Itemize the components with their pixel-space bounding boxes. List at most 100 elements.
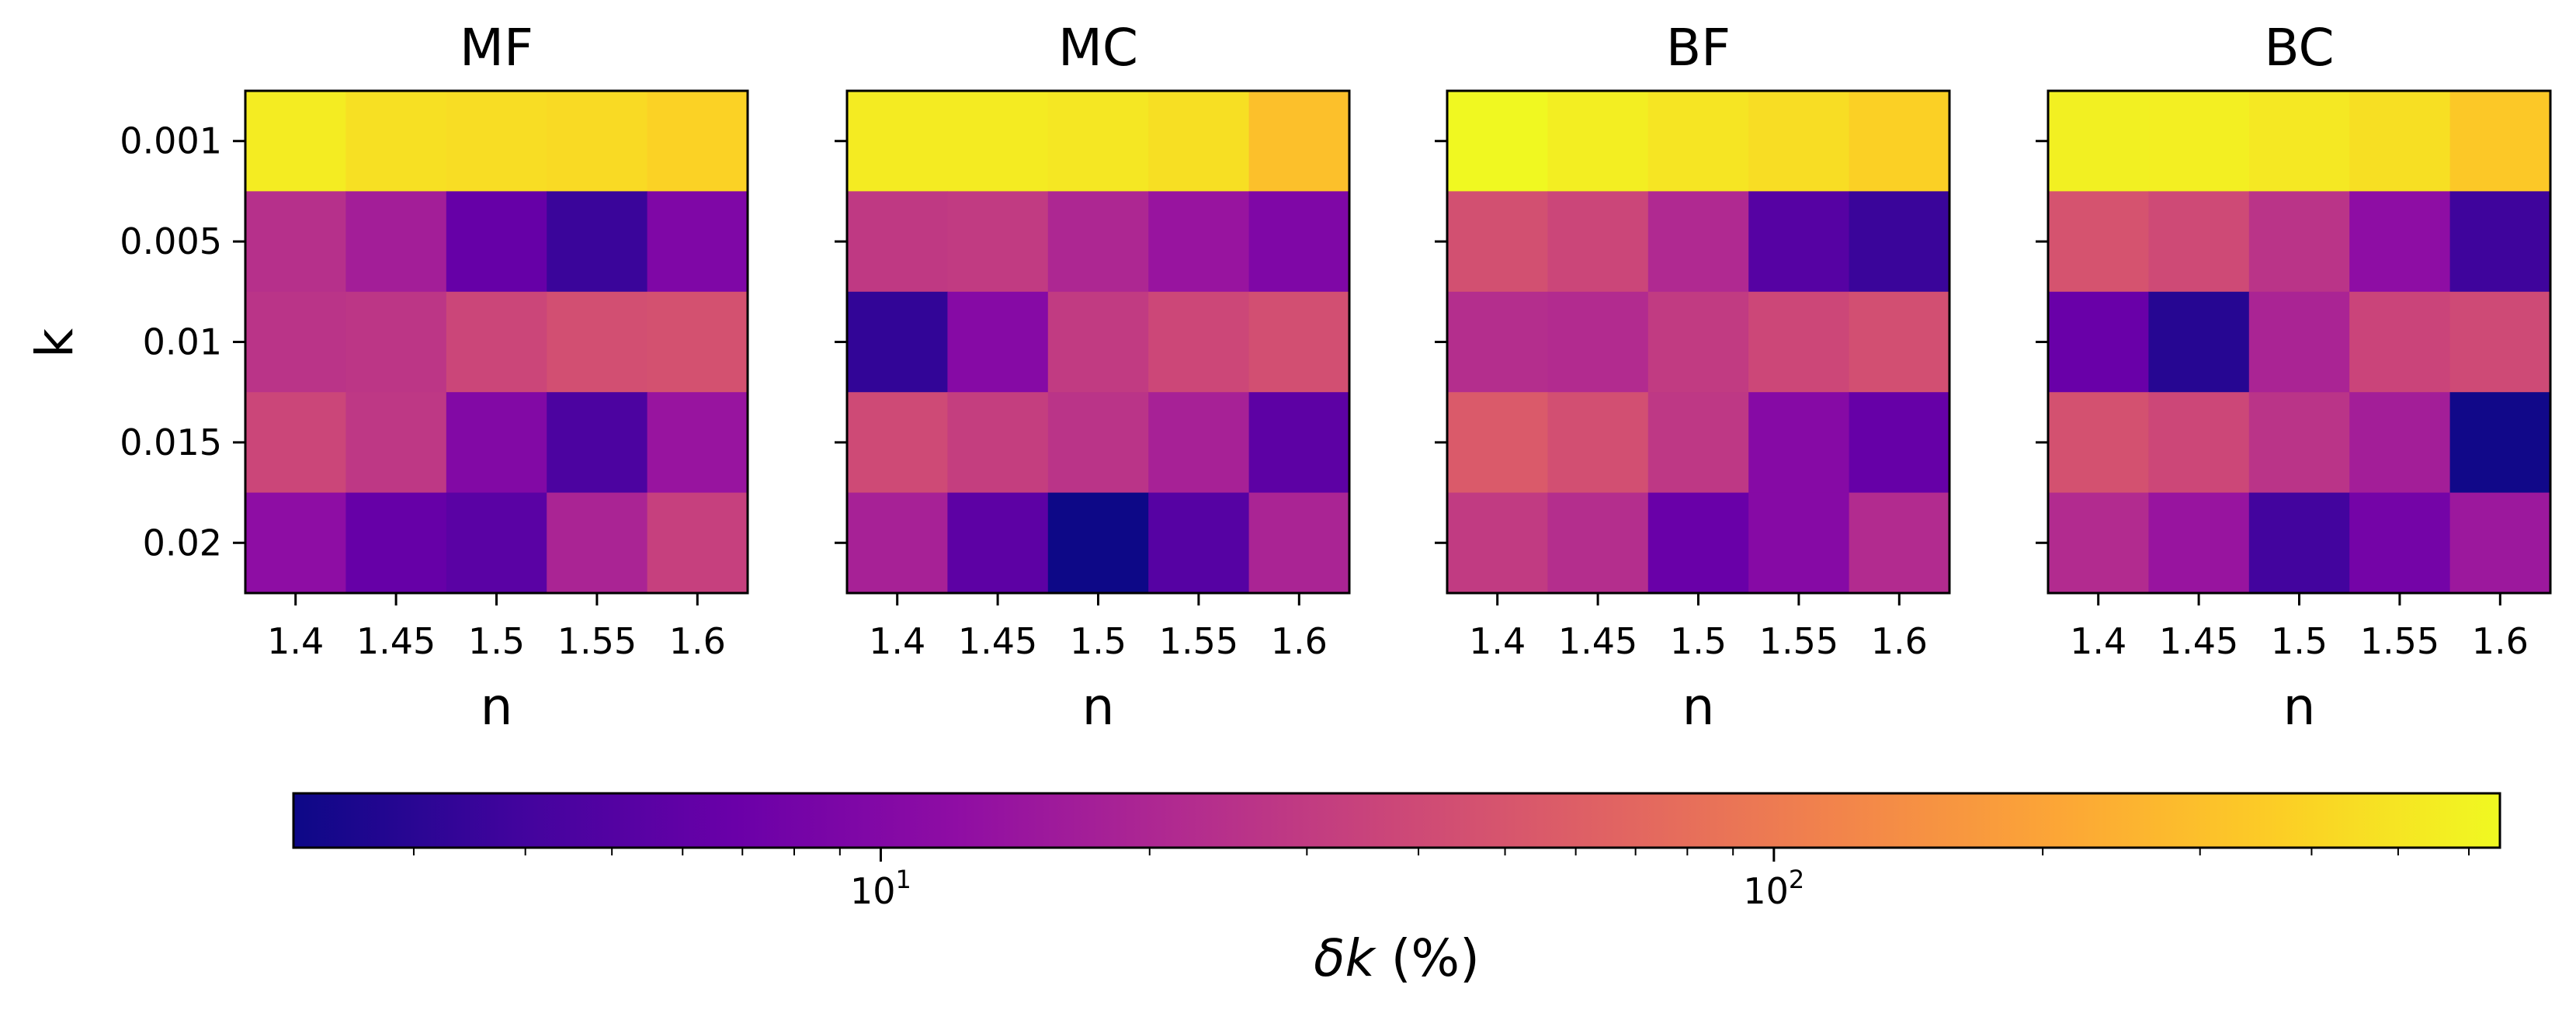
heatmap-cell-mc-r2-c0 <box>847 291 948 393</box>
heatmap-cell-mc-r1-c3 <box>1148 191 1250 293</box>
heatmap-cell-bc-r3-c1 <box>2148 392 2250 494</box>
heatmap-cell-bf-r2-c1 <box>1547 291 1649 393</box>
heatmap-cell-mc-r2-c3 <box>1148 291 1250 393</box>
panel-bc: BC 1.4 1.45 1.5 1.55 1.6 n <box>2036 18 2552 737</box>
colorbar: 101 102 δk (%) <box>292 792 2501 988</box>
x-axis-label-mf: n <box>481 677 513 737</box>
heatmap-cell-mf-r3-c3 <box>547 392 648 494</box>
heatmap-cell-bf-r1-c0 <box>1447 191 1548 293</box>
heatmap-cell-bc-r3-c4 <box>2449 392 2551 494</box>
x-axis-label-mc: n <box>1082 677 1115 737</box>
heatmap-cell-mc-r1-c2 <box>1047 191 1149 293</box>
panel-title-mc: MC <box>1058 18 1138 78</box>
x-tick-label: 1.6 <box>669 620 726 662</box>
heatmap-cell-bc-r0-c4 <box>2449 91 2551 192</box>
panel-title-mf: MF <box>460 18 533 78</box>
panel-bf: BF 1.4 1.45 1.5 1.55 1.6 n <box>1435 18 1951 737</box>
heatmap-cell-bf-r0-c3 <box>1748 91 1850 192</box>
heatmap-cell-mc-r4-c1 <box>947 492 1049 594</box>
x-tick-label: 1.45 <box>2159 620 2238 662</box>
y-tick-label: 0.001 <box>120 120 222 162</box>
heatmap-cell-bc-r0-c0 <box>2048 91 2149 192</box>
heatmap-cell-mc-r0-c0 <box>847 91 948 192</box>
heatmap-cell-mf-r0-c1 <box>345 91 447 192</box>
heatmap-cell-mc-r1-c4 <box>1248 191 1350 293</box>
panel-title-bc: BC <box>2264 18 2334 78</box>
x-tick-label: 1.5 <box>2271 620 2328 662</box>
heatmap-cell-bc-r0-c2 <box>2248 91 2350 192</box>
heatmap-cell-mc-r4-c3 <box>1148 492 1250 594</box>
heatmap-cell-mf-r2-c1 <box>345 291 447 393</box>
heatmap-cell-bf-r4-c0 <box>1447 492 1548 594</box>
x-tick-label: 1.55 <box>1159 620 1238 662</box>
x-tick-label: 1.6 <box>1871 620 1928 662</box>
heatmap-cell-bc-r1-c4 <box>2449 191 2551 293</box>
heatmap-cell-bf-r3-c3 <box>1748 392 1850 494</box>
heatmap-cell-mc-r4-c2 <box>1047 492 1149 594</box>
heatmap-cell-mc-r0-c1 <box>947 91 1049 192</box>
heatmap-cell-bc-r0-c1 <box>2148 91 2250 192</box>
heatmap-cell-bf-r2-c3 <box>1748 291 1850 393</box>
heatmap-cell-mc-r4-c0 <box>847 492 948 594</box>
heatmap-cell-bf-r1-c1 <box>1547 191 1649 293</box>
heatmap-cell-mf-r2-c4 <box>647 291 748 393</box>
heatmap-cell-mf-r4-c4 <box>647 492 748 594</box>
heatmap-cell-bc-r1-c3 <box>2349 191 2451 293</box>
x-axis-label-bf: n <box>1682 677 1715 737</box>
heatmap-cell-bf-r1-c4 <box>1849 191 1950 293</box>
heatmap-cell-bc-r1-c2 <box>2248 191 2350 293</box>
x-tick-label: 1.6 <box>1271 620 1328 662</box>
heatmap-cell-mc-r3-c4 <box>1248 392 1350 494</box>
colorbar-tick-exponent: 1 <box>896 865 911 894</box>
heatmap-cell-bc-r2-c0 <box>2048 291 2149 393</box>
x-tick-label: 1.4 <box>869 620 925 662</box>
x-tick-label: 1.5 <box>468 620 525 662</box>
colorbar-label-symbol: δk <box>1314 928 1377 988</box>
heatmap-cell-bf-r3-c4 <box>1849 392 1950 494</box>
heatmap-cell-bc-r2-c2 <box>2248 291 2350 393</box>
heatmap-cell-mf-r0-c4 <box>647 91 748 192</box>
x-tick-label: 1.55 <box>557 620 637 662</box>
colorbar-tick-base: 10 <box>850 870 896 912</box>
heatmap-cell-mc-r0-c3 <box>1148 91 1250 192</box>
heatmap-cell-mc-r2-c2 <box>1047 291 1149 393</box>
heatmap-cell-mf-r3-c0 <box>245 392 346 494</box>
heatmap-panels: MF 1.4 1.45 1.5 1.55 1.6 n 0.001 0.005 0.01 0.015 0… <box>25 18 2552 737</box>
y-axis-label: k <box>25 328 85 358</box>
x-tick-label: 1.4 <box>267 620 324 662</box>
x-axis-label-bc: n <box>2283 677 2316 737</box>
heatmap-cell-mf-r3-c1 <box>345 392 447 494</box>
heatmap-cell-bc-r0-c3 <box>2349 91 2451 192</box>
heatmap-cell-bf-r1-c3 <box>1748 191 1850 293</box>
heatmap-cell-mf-r3-c2 <box>446 392 547 494</box>
heatmap-cell-bf-r1-c2 <box>1647 191 1749 293</box>
y-tick-label: 0.02 <box>143 522 222 564</box>
heatmap-cell-mf-r2-c0 <box>245 291 346 393</box>
heatmap-cell-bc-r3-c2 <box>2248 392 2350 494</box>
colorbar-label-space <box>1375 928 1391 988</box>
heatmap-cell-mc-r3-c1 <box>947 392 1049 494</box>
heatmap-cell-mf-r2-c2 <box>446 291 547 393</box>
heatmap-cell-mf-r1-c2 <box>446 191 547 293</box>
heatmap-cell-mf-r4-c3 <box>547 492 648 594</box>
x-tick-label: 1.45 <box>958 620 1037 662</box>
heatmap-cell-mc-r0-c2 <box>1047 91 1149 192</box>
colorbar-tick-exponent: 2 <box>1789 865 1804 894</box>
heatmap-cell-bf-r0-c2 <box>1647 91 1749 192</box>
heatmap-cell-bc-r2-c4 <box>2449 291 2551 393</box>
x-tick-label: 1.45 <box>356 620 436 662</box>
x-tick-label: 1.5 <box>1670 620 1727 662</box>
heatmap-cell-mc-r3-c2 <box>1047 392 1149 494</box>
heatmap-cell-bc-r1-c1 <box>2148 191 2250 293</box>
heatmap-cell-mc-r2-c1 <box>947 291 1049 393</box>
heatmap-cell-bc-r4-c2 <box>2248 492 2350 594</box>
heatmap-cell-bc-r4-c3 <box>2349 492 2451 594</box>
heatmap-cell-mc-r1-c0 <box>847 191 948 293</box>
panel-mf: MF 1.4 1.45 1.5 1.55 1.6 n 0.001 0.005 0.01 0.015 0… <box>25 18 749 737</box>
panel-title-bf: BF <box>1666 18 1731 78</box>
heatmap-cell-mf-r0-c2 <box>446 91 547 192</box>
heatmap-cell-bf-r0-c4 <box>1849 91 1950 192</box>
colorbar-tick-label: 102 <box>1743 865 1804 912</box>
heatmap-cell-mf-r0-c3 <box>547 91 648 192</box>
